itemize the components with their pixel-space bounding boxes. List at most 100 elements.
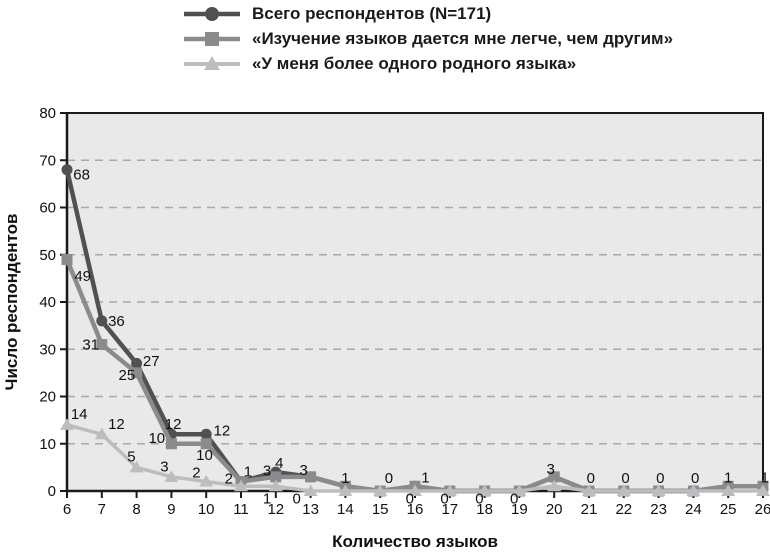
y-tick-label: 70 [39,152,56,169]
data-label: 12 [214,423,231,440]
series-total-marker [131,357,143,369]
data-label: 3 [547,461,555,478]
data-label: 25 [119,367,136,384]
series-easier-marker [200,438,212,450]
data-label: 3 [299,462,307,479]
legend-item-native: «У меня более одного родного языка» [183,51,673,76]
series-easier-marker [270,471,282,483]
y-tick-label: 10 [39,436,56,453]
data-label: 12 [165,416,182,433]
data-label: 0 [406,491,414,508]
series-total-marker [61,164,73,176]
x-tick-label: 7 [98,501,106,518]
circle-marker-icon [184,6,240,21]
data-label: 0 [475,491,483,508]
data-label: 27 [143,353,160,370]
y-tick-label: 80 [39,105,56,122]
legend-label-easier: «Изучение языков дается мне легче, чем д… [252,28,674,48]
series-native-marker [442,484,457,496]
series-native-marker [512,484,527,496]
y-axis-title: Число респондентов [2,214,21,391]
series-easier-marker [131,367,143,379]
y-tick-label: 50 [39,247,56,264]
series-easier-marker [61,253,73,265]
data-label: 0 [691,470,699,487]
series-native-marker [408,484,422,496]
x-tick-label: 12 [267,501,284,518]
series-native-marker [756,484,770,496]
series-easier-marker [165,438,177,450]
data-label: 5 [127,449,135,466]
series-native-marker [94,427,109,440]
series-native-marker [60,418,74,430]
x-axis-title: Количество языков [332,532,498,551]
series-native-marker [164,470,179,482]
series-native-marker [686,484,701,496]
data-label: 4 [275,455,283,472]
x-tick-label: 20 [546,501,563,518]
series-easier-marker [96,339,108,351]
x-tick-label: 14 [337,501,354,518]
data-label: 0 [440,491,448,508]
data-label: 1 [724,469,732,486]
data-label: 31 [82,337,99,354]
data-label: 0 [293,491,301,508]
data-label: 10 [196,447,213,464]
x-tick-label: 23 [650,501,667,518]
data-label: 12 [108,416,125,433]
x-tick-label: 17 [441,501,458,518]
x-tick-label: 25 [720,501,737,518]
legend-item-total: Всего респондентов (N=171) [183,1,673,26]
x-tick-label: 18 [476,501,493,518]
x-tick-label: 10 [198,501,215,518]
data-label: 10 [148,430,165,447]
series-easier-marker [548,471,560,483]
x-tick-label: 15 [372,501,389,518]
data-label: 3 [160,458,168,475]
x-tick-label: 19 [511,501,528,518]
series-native-marker [547,479,562,492]
series-native-marker [129,460,144,473]
y-tick-label: 20 [39,389,56,406]
data-label: 1 [244,464,252,481]
series-easier-marker [305,471,317,483]
data-label: 3 [263,463,271,480]
chart-area: 0 10 20 30 40 50 60 70 80 6 7 8 9 10 11 12 13 14 15 16 17 18 1… [0,95,770,556]
data-label: 2 [192,465,200,482]
x-tick-label: 6 [63,501,71,518]
data-label: 1 [761,469,769,486]
data-label: 36 [108,313,125,330]
data-label: 68 [73,166,90,183]
series-total-marker [200,428,212,440]
y-tick-label: 60 [39,200,56,217]
y-tick-label: 40 [39,294,56,311]
data-label: 1 [341,470,349,487]
x-tick-label: 8 [132,501,140,518]
series-native-marker [303,484,318,496]
series-native-marker [268,479,283,492]
legend-item-easier: «Изучение языков дается мне легче, чем д… [183,26,673,51]
x-tick-label: 26 [755,501,770,518]
triangle-marker-icon [184,55,240,70]
data-label: 1 [263,491,271,508]
square-marker-icon [184,31,240,46]
data-label: 0 [510,491,518,508]
x-tick-label: 24 [685,501,702,518]
series-native-marker [477,484,492,496]
x-tick-label: 11 [233,501,249,518]
data-label: 0 [385,470,393,487]
series-native-marker [373,484,388,496]
data-label: 0 [621,470,629,487]
data-label: 1 [421,469,429,486]
series-total-marker [96,315,108,327]
legend-label-native: «У меня более одного родного языка» [252,53,577,73]
x-tick-label: 9 [167,501,175,518]
data-label: 2 [225,471,233,488]
series-native-marker [199,475,214,487]
data-label: 0 [587,470,595,487]
y-tick-label: 30 [39,341,56,358]
data-label: 14 [71,406,88,423]
legend-label-total: Всего респондентов (N=171) [252,3,492,23]
